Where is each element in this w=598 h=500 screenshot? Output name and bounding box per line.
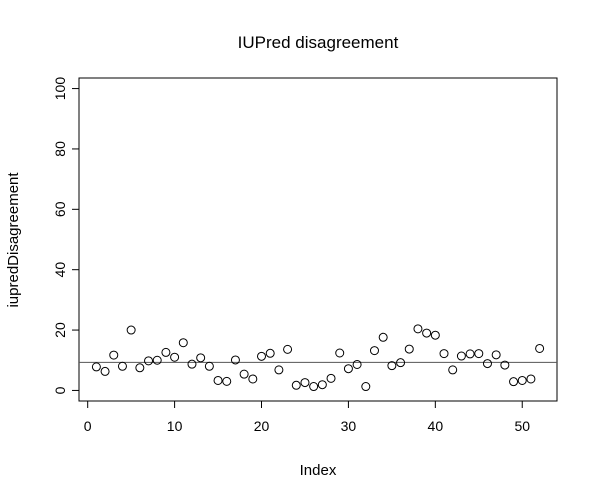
y-tick-label: 100 <box>52 77 68 101</box>
data-point <box>144 356 154 366</box>
x-axis-label: Index <box>300 462 337 479</box>
data-point <box>309 382 319 392</box>
y-tick-label: 80 <box>52 141 68 157</box>
data-point <box>213 375 223 385</box>
data-point <box>474 349 484 359</box>
data-point <box>413 324 423 334</box>
data-point <box>404 344 414 354</box>
data-point <box>109 350 119 360</box>
data-point <box>509 377 519 387</box>
data-point <box>91 362 101 372</box>
data-point <box>300 378 310 388</box>
data-point <box>491 350 501 360</box>
data-point <box>517 375 527 385</box>
x-tick-label: 20 <box>254 418 270 434</box>
data-point <box>482 359 492 369</box>
y-tick-label: 60 <box>52 201 68 217</box>
data-point <box>317 380 327 390</box>
x-tick-label: 0 <box>84 418 92 434</box>
data-point <box>161 347 171 357</box>
data-point <box>135 363 145 373</box>
data-point <box>343 364 353 374</box>
y-axis-label: iupredDisagreement <box>5 172 22 308</box>
data-point <box>326 373 336 383</box>
data-point <box>369 346 379 356</box>
x-tick-label: 50 <box>514 418 530 434</box>
data-point <box>230 355 240 365</box>
data-point <box>456 351 466 361</box>
data-point <box>439 349 449 359</box>
data-point <box>335 348 345 358</box>
data-point <box>248 374 258 384</box>
x-axis: 0 10 20 30 40 50 <box>84 400 530 434</box>
data-point <box>265 348 275 358</box>
data-point <box>204 361 214 371</box>
data-point <box>387 361 397 371</box>
data-point <box>178 338 188 348</box>
data-point <box>291 380 301 390</box>
data-point <box>187 359 197 369</box>
y-tick-label: 20 <box>52 322 68 338</box>
plot-frame <box>78 77 558 402</box>
data-point <box>222 376 232 386</box>
data-point <box>117 361 127 371</box>
data-point <box>535 343 545 353</box>
data-point <box>257 351 267 361</box>
data-point <box>170 352 180 362</box>
data-point <box>500 360 510 370</box>
data-point <box>430 330 440 340</box>
data-point <box>361 382 371 392</box>
data-point <box>274 365 284 375</box>
data-point <box>465 349 475 359</box>
data-point <box>239 369 249 379</box>
y-tick-label: 0 <box>52 386 68 394</box>
data-point <box>196 353 206 363</box>
data-point <box>526 374 536 384</box>
y-tick-label: 40 <box>52 262 68 278</box>
chart-title: IUPred disagreement <box>238 33 399 52</box>
data-point <box>283 344 293 354</box>
data-point <box>352 359 362 369</box>
data-point <box>126 325 136 335</box>
x-tick-label: 10 <box>167 418 183 434</box>
data-point <box>152 355 162 365</box>
data-points <box>91 324 545 392</box>
data-point <box>100 366 110 376</box>
data-point <box>422 328 432 338</box>
x-tick-label: 30 <box>341 418 357 434</box>
data-point <box>396 358 406 368</box>
data-point <box>448 365 458 375</box>
y-axis: 0 20 40 60 80 100 <box>52 77 80 394</box>
data-point <box>378 332 388 342</box>
x-tick-label: 40 <box>428 418 444 434</box>
